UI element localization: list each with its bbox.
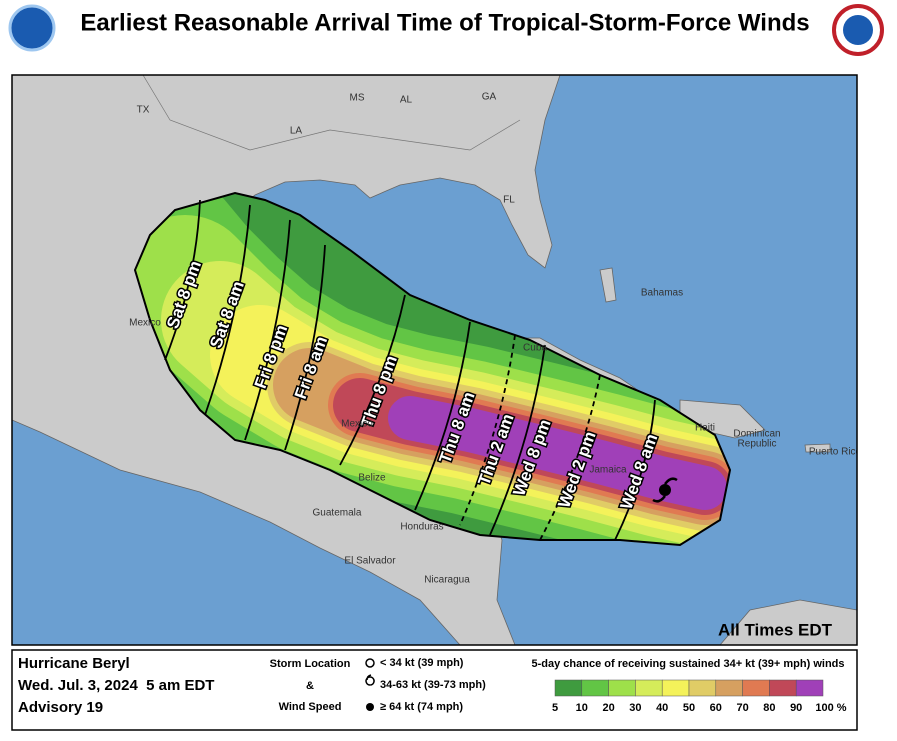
noaa-logo [8, 4, 56, 52]
scale-label: 5 [552, 702, 558, 714]
place-label: Haiti [695, 423, 715, 434]
time-line [339, 294, 406, 466]
scale-label: 10 [576, 702, 588, 714]
scale-label: 90 [790, 702, 802, 714]
place-label: Mexico [341, 419, 373, 430]
time-line [244, 219, 291, 441]
nws-logo-inner [843, 15, 873, 45]
place-label: Bahamas [641, 288, 683, 299]
scale-box [795, 679, 824, 697]
advisory-number: Advisory 19 [18, 699, 103, 716]
place-label: FL [503, 195, 515, 206]
place-label: GA [482, 92, 497, 103]
borders [142, 75, 521, 151]
time-line [284, 244, 326, 451]
place-label: Dominican [733, 429, 780, 440]
scale-box [581, 679, 609, 697]
symbol-storm [365, 674, 375, 686]
time-line [414, 321, 471, 511]
scale-label: 100 % [815, 702, 846, 714]
place-label: Mexico [129, 318, 161, 329]
scale-label: 80 [763, 702, 775, 714]
time-line [204, 204, 251, 416]
symbol-hurricane [366, 703, 374, 711]
place-label: Honduras [400, 522, 443, 533]
symbol-ts [365, 658, 375, 668]
scale-box [742, 679, 770, 697]
cone-outline [133, 191, 732, 547]
place-label: Belize [358, 473, 386, 484]
time-line [614, 399, 656, 541]
place-label: Cuba [523, 343, 547, 354]
place-label: AL [400, 95, 413, 106]
storm-icon [652, 477, 678, 503]
place-label: Republic [738, 439, 777, 450]
scale-label: 30 [629, 702, 641, 714]
location-title: Storm Location [270, 658, 351, 670]
place-label: LA [290, 126, 303, 137]
puerto-rico [804, 443, 831, 453]
scale-label: 20 [602, 702, 614, 714]
scale-title: 5-day chance of receiving sustained 34+ … [532, 658, 845, 670]
bahamas [599, 267, 617, 303]
place-label: Jamaica [589, 465, 627, 476]
map-frame [11, 74, 858, 646]
scale-box [554, 679, 583, 697]
symbol-label: < 34 kt (39 mph) [380, 657, 464, 669]
place-label: Puerto Rico [809, 447, 862, 458]
time-line [539, 374, 601, 541]
symbol-label: 34-63 kt (39-73 mph) [380, 679, 486, 691]
title: Earliest Reasonable Arrival Time of Trop… [80, 9, 809, 36]
amp: & [306, 680, 314, 692]
wind-title: Wind Speed [279, 701, 342, 713]
scale-box [661, 679, 690, 697]
place-label: Nicaragua [424, 575, 470, 586]
time-line [489, 344, 546, 536]
time-note: All Times EDT [718, 620, 833, 639]
place-label: El Salvador [344, 556, 396, 567]
time-line [459, 334, 516, 526]
storm-name: Hurricane Beryl [18, 655, 130, 672]
scale-box [635, 679, 663, 697]
symbol-label: ≥ 64 kt (74 mph) [380, 701, 463, 713]
scale-box [715, 679, 743, 697]
place-label: Guatemala [313, 508, 362, 519]
scale-label: 60 [710, 702, 722, 714]
scale-label: 40 [656, 702, 668, 714]
scale-box [608, 679, 636, 697]
south-america [719, 599, 857, 645]
scale-box [769, 679, 797, 697]
place-label: TX [137, 105, 150, 116]
scale-box [688, 679, 717, 697]
advisory-date: Wed. Jul. 3, 2024 5 am EDT [18, 677, 214, 694]
scale-label: 70 [736, 702, 748, 714]
time-line [164, 199, 201, 361]
scale-label: 50 [683, 702, 695, 714]
place-label: MS [350, 93, 365, 104]
